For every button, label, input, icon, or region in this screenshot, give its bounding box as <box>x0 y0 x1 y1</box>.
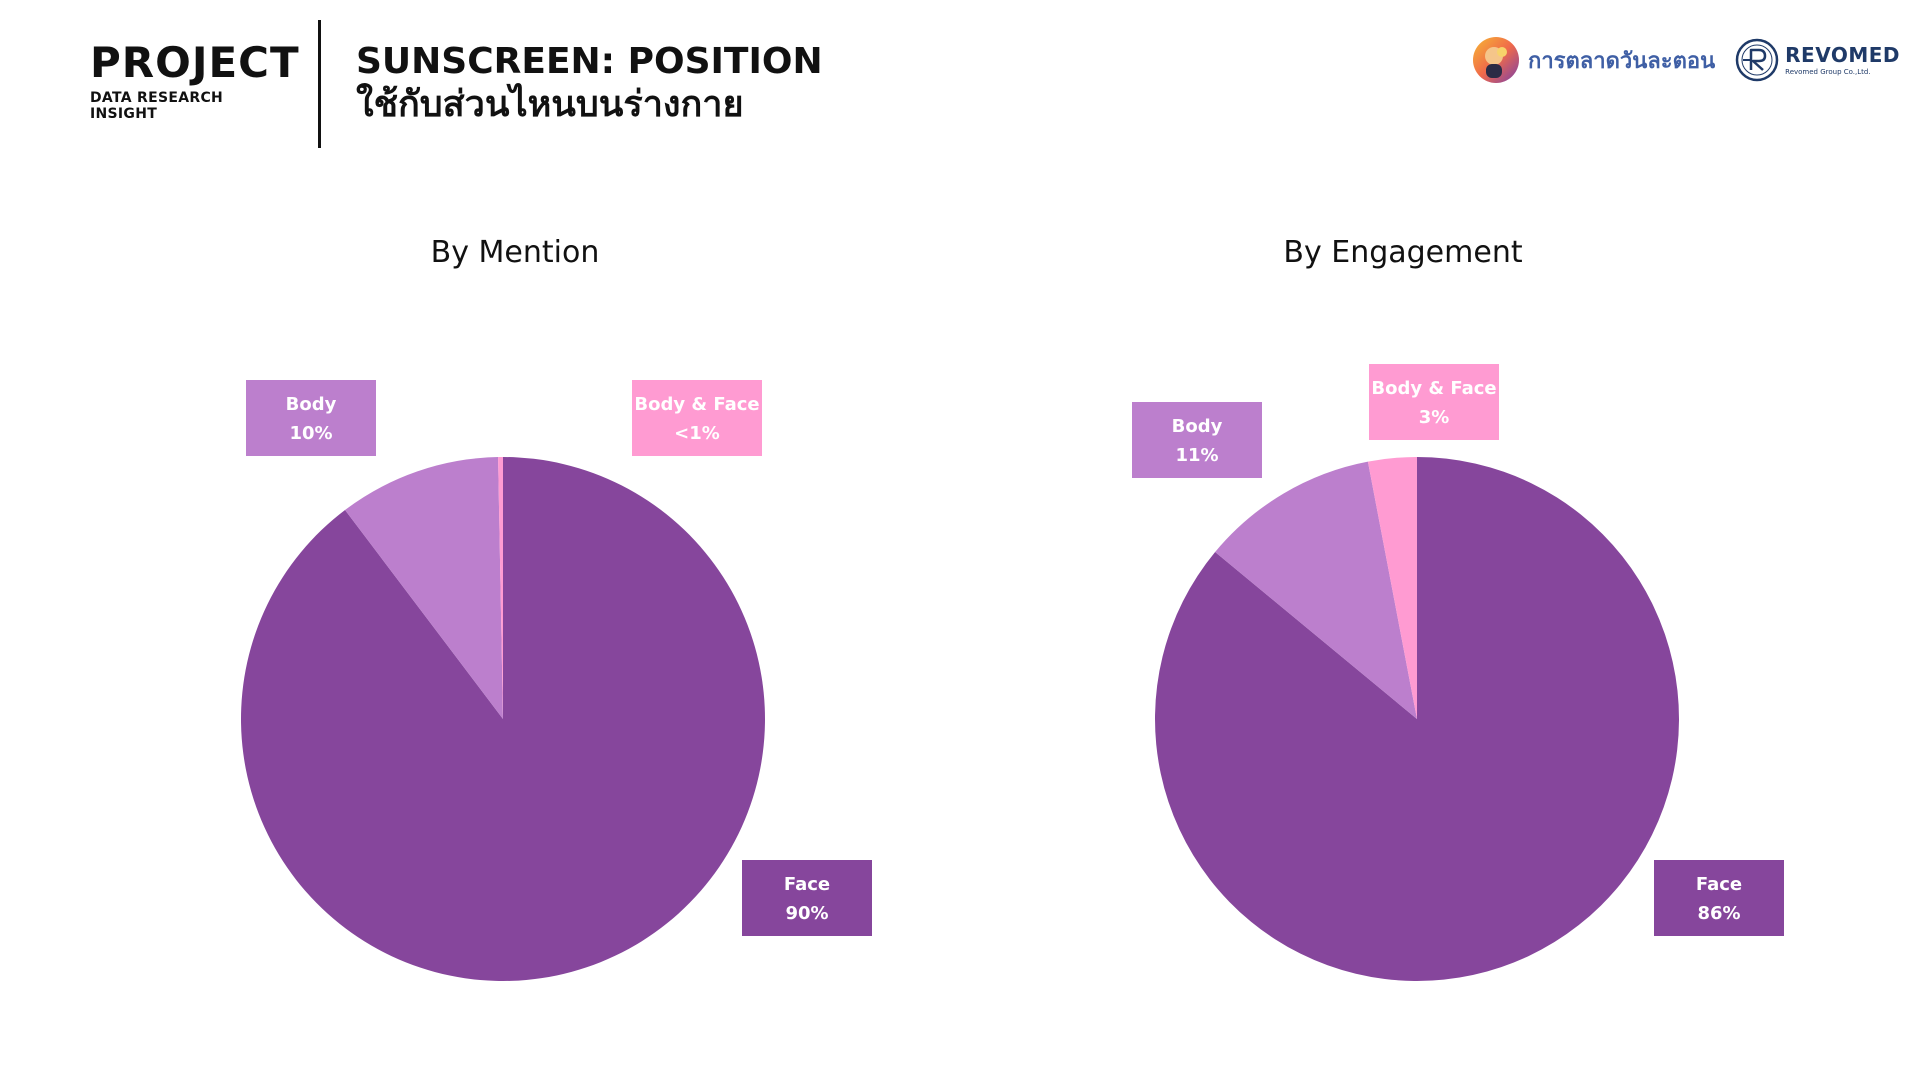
label-engagement-bodyface-name: Body & Face <box>1371 378 1496 399</box>
label-box-engagement-bodyface: Body & Face 3% <box>1369 364 1499 440</box>
label-mention-bodyface-name: Body & Face <box>634 394 759 415</box>
revomed-logo-icon <box>1735 38 1779 82</box>
label-mention-body-name: Body <box>286 394 337 415</box>
marketing-logo-icon <box>1473 37 1519 83</box>
marketing-logo: การตลาดวันละตอน <box>1472 36 1715 84</box>
pie-chart-engagement: By Engagement Body 11% Body & Face 3% Fa… <box>1132 235 1784 981</box>
revomed-logo-subtext: Revomed Group Co.,Ltd. <box>1785 67 1871 76</box>
page-title: SUNSCREEN: POSITION ใช้กับส่วนไหนบนร่างก… <box>356 40 823 126</box>
label-box-mention-body: Body 10% <box>246 380 376 456</box>
label-box-mention-bodyface: Body & Face <1% <box>632 380 762 456</box>
revomed-logo-text: REVOMED <box>1785 42 1900 67</box>
label-box-mention-face: Face 90% <box>742 860 872 936</box>
pie-chart-mention: By Mention Body 10% Body & Face <1% Face… <box>240 235 872 982</box>
label-box-engagement-face: Face 86% <box>1654 860 1784 936</box>
brand-block: PROJECT DATA RESEARCH INSIGHT <box>90 38 300 123</box>
label-engagement-body-name: Body <box>1172 416 1223 437</box>
label-engagement-body-value: 11% <box>1175 445 1218 466</box>
slice-engagement-bodyface <box>1367 457 1417 719</box>
chart-title-mention: By Mention <box>431 235 600 270</box>
slice-mention-body <box>345 457 503 719</box>
partner-logos: การตลาดวันละตอน REVOMED Revomed Group Co… <box>1472 36 1900 84</box>
label-mention-bodyface-value: <1% <box>674 423 720 444</box>
marketing-logo-text: การตลาดวันละตอน <box>1528 48 1716 74</box>
label-mention-face-value: 90% <box>785 903 828 924</box>
header-divider <box>318 20 321 148</box>
label-engagement-bodyface-value: 3% <box>1419 407 1450 428</box>
label-engagement-face-name: Face <box>1696 874 1742 895</box>
slice-mention-bodyface <box>498 457 503 719</box>
page-title-line1: SUNSCREEN: POSITION <box>356 41 823 82</box>
brand-title: PROJECT <box>90 38 300 87</box>
brand-subtitle: DATA RESEARCH INSIGHT <box>90 90 224 123</box>
slice-mention-face <box>240 457 766 982</box>
label-box-engagement-body: Body 11% <box>1132 402 1262 478</box>
label-engagement-face-value: 86% <box>1697 903 1740 924</box>
slice-engagement-body <box>1215 461 1417 719</box>
label-mention-face-name: Face <box>784 874 830 895</box>
revomed-logo: REVOMED Revomed Group Co.,Ltd. <box>1735 38 1900 82</box>
label-mention-body-value: 10% <box>289 423 332 444</box>
chart-title-engagement: By Engagement <box>1283 235 1522 270</box>
page-title-line2: ใช้กับส่วนไหนบนร่างกาย <box>356 84 744 126</box>
